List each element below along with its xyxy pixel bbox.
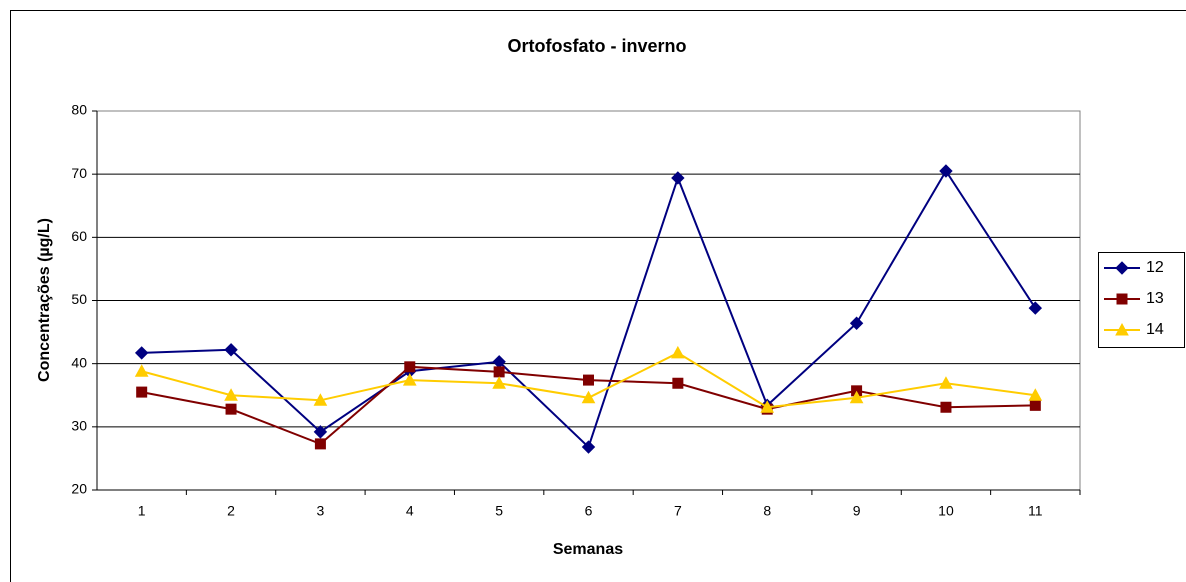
data-point xyxy=(402,373,417,386)
data-point xyxy=(404,361,416,373)
data-point xyxy=(939,164,953,178)
data-point xyxy=(849,390,864,404)
y-axis-label: Concentrações (µg/L) xyxy=(36,218,53,382)
legend-label: 13 xyxy=(1146,290,1164,307)
data-point xyxy=(760,400,775,413)
legend-marker xyxy=(1115,322,1129,336)
legend-label: 12 xyxy=(1146,259,1164,276)
data-point xyxy=(224,388,238,401)
data-point xyxy=(672,377,684,389)
legend-marker xyxy=(1115,261,1129,275)
data-point xyxy=(671,345,685,359)
data-point xyxy=(940,401,952,413)
x-tick-label: 11 xyxy=(1028,503,1043,519)
y-tick-label: 30 xyxy=(71,418,87,434)
x-tick-label: 8 xyxy=(763,503,771,519)
data-point xyxy=(134,346,149,360)
x-tick-label: 9 xyxy=(853,503,861,519)
data-point xyxy=(313,393,328,406)
data-point xyxy=(313,425,328,439)
x-tick-label: 5 xyxy=(495,503,503,519)
data-point xyxy=(136,386,148,398)
y-tick-label: 80 xyxy=(71,102,87,118)
x-tick-label: 10 xyxy=(938,503,954,519)
y-tick-label: 50 xyxy=(71,291,87,307)
x-tick-label: 2 xyxy=(227,503,235,519)
legend-marker xyxy=(1116,293,1128,305)
data-point xyxy=(581,440,596,454)
data-point xyxy=(1028,301,1043,315)
x-axis-label: Semanas xyxy=(553,541,623,558)
data-point xyxy=(581,390,596,404)
data-point xyxy=(583,374,594,386)
legend-label: 14 xyxy=(1146,321,1164,338)
x-tick-label: 1 xyxy=(138,503,146,519)
data-point xyxy=(849,316,864,330)
x-tick-label: 3 xyxy=(317,503,325,519)
data-point xyxy=(939,376,953,389)
data-point xyxy=(225,403,237,415)
x-tick-label: 7 xyxy=(674,503,682,519)
data-point xyxy=(134,364,149,377)
x-tick-label: 4 xyxy=(406,503,414,519)
y-tick-label: 40 xyxy=(71,354,87,370)
data-point xyxy=(224,343,238,357)
data-point xyxy=(493,366,505,378)
data-point xyxy=(1029,399,1041,411)
chart-border xyxy=(10,10,1186,582)
x-tick-label: 6 xyxy=(585,503,593,519)
y-tick-label: 70 xyxy=(71,165,87,181)
data-point xyxy=(492,376,506,389)
data-point xyxy=(1028,388,1043,401)
data-point xyxy=(671,171,685,185)
y-tick-label: 20 xyxy=(71,481,87,497)
chart-title: Ortofosfato - inverno xyxy=(508,36,687,56)
y-tick-label: 60 xyxy=(71,228,87,244)
data-point xyxy=(314,438,326,450)
